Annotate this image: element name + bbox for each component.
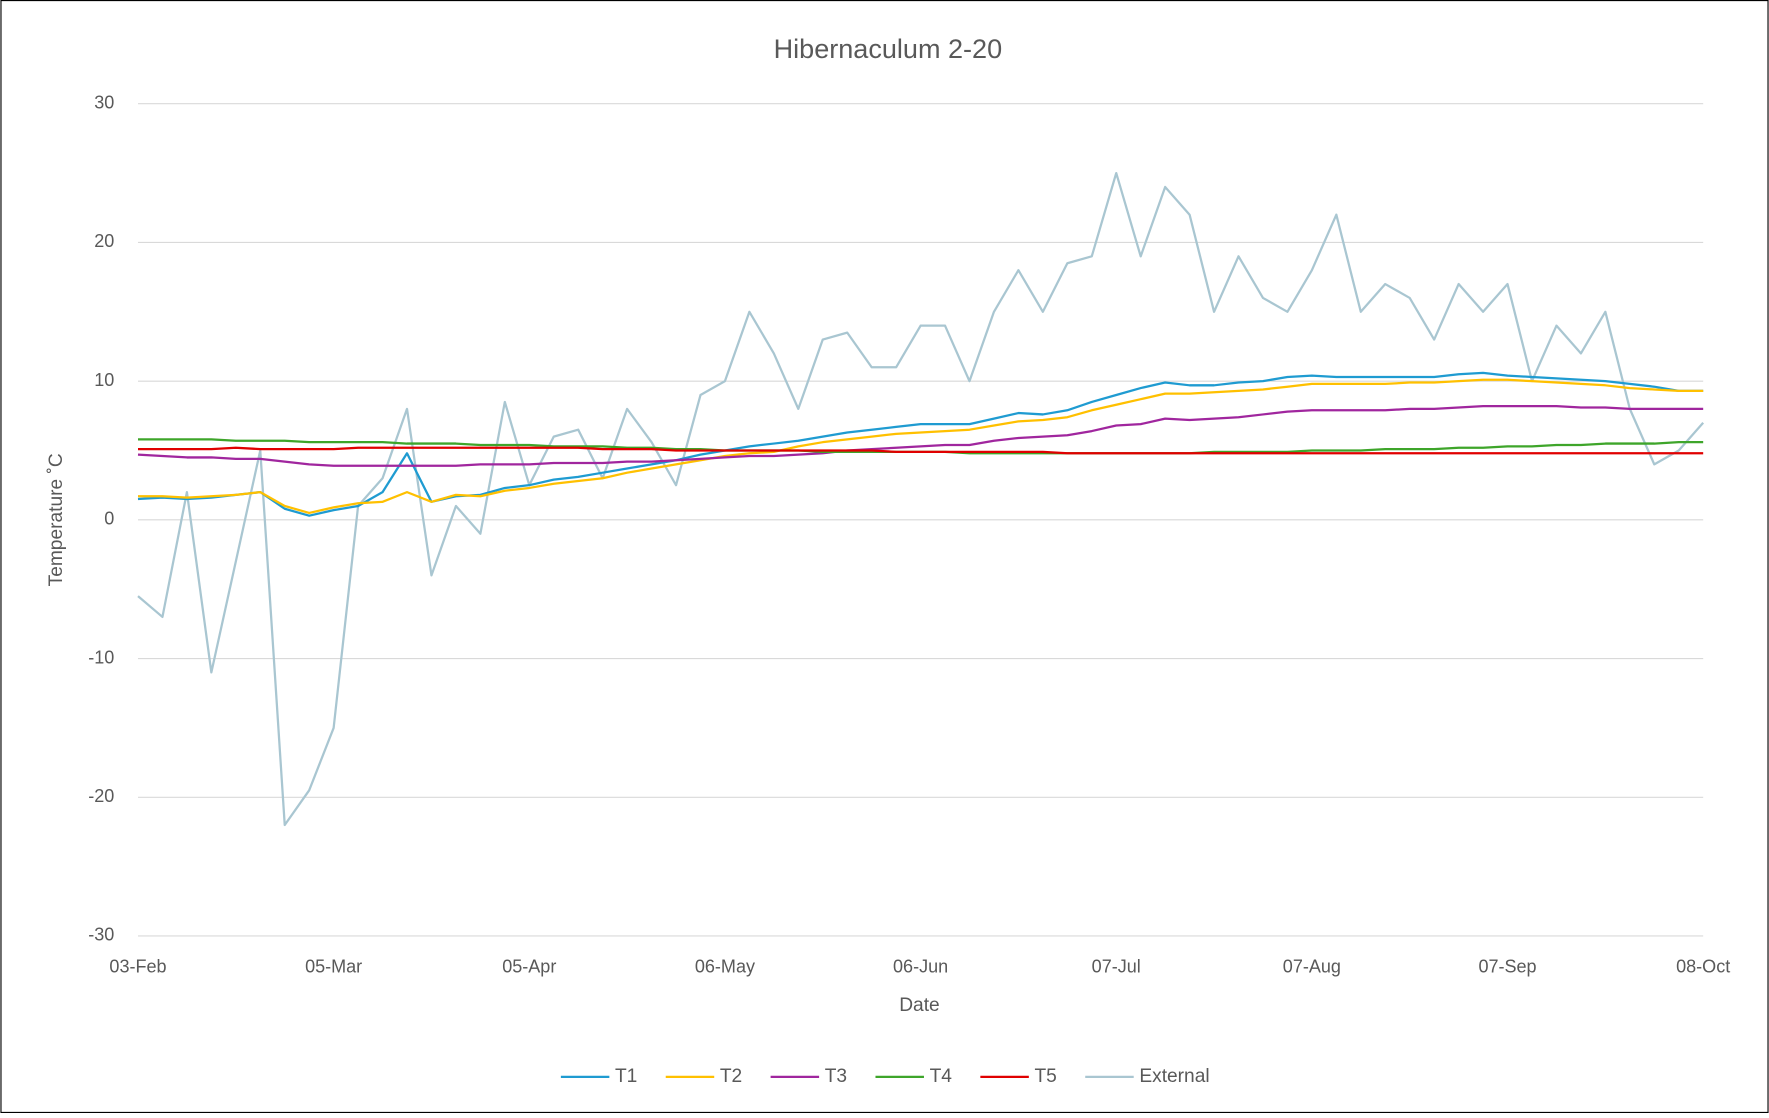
series-line	[137, 404, 1704, 467]
y-tick-label: 30	[94, 93, 114, 113]
legend-label: T2	[720, 1066, 742, 1087]
x-tick-label: 03-Feb	[109, 956, 166, 976]
x-tick-label: 05-Apr	[502, 956, 556, 976]
y-tick-label: -30	[88, 925, 114, 945]
x-tick-label: 08-Oct	[1676, 956, 1730, 976]
legend-label: External	[1139, 1066, 1209, 1087]
series-line	[137, 446, 1704, 455]
y-tick-label: -10	[88, 647, 114, 667]
x-tick-label: 06-May	[695, 956, 755, 976]
x-tick-label: 07-Jul	[1092, 956, 1141, 976]
y-tick-label: -20	[88, 786, 114, 806]
x-tick-label: 05-Mar	[305, 956, 362, 976]
legend-label: T1	[615, 1066, 637, 1087]
chart-title: Hibernaculum 2-20	[774, 34, 1003, 64]
y-tick-label: 20	[94, 231, 114, 251]
legend-label: T5	[1034, 1066, 1056, 1087]
y-tick-label: 10	[94, 370, 114, 390]
legend-label: T4	[930, 1066, 953, 1087]
y-tick-label: 0	[104, 509, 114, 529]
legend-label: T3	[825, 1066, 847, 1087]
series-line	[137, 378, 1704, 515]
x-tick-label: 07-Aug	[1283, 956, 1341, 976]
x-tick-label: 07-Sep	[1478, 956, 1536, 976]
y-axis-label: Temperature ˚C	[46, 453, 67, 586]
series-line	[137, 171, 1705, 827]
x-tick-label: 06-Jun	[893, 956, 948, 976]
x-axis-label: Date	[899, 995, 939, 1016]
